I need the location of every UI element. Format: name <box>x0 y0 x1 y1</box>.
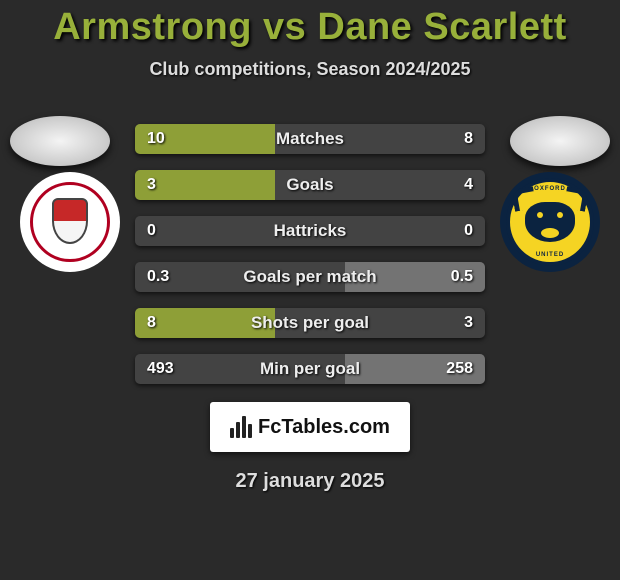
stat-row: 0.30.5Goals per match <box>135 262 485 292</box>
stat-row: 83Shots per goal <box>135 308 485 338</box>
stat-row: 108Matches <box>135 124 485 154</box>
stat-label: Goals <box>135 175 485 195</box>
player-right-name: Dane Scarlett <box>317 6 566 48</box>
stat-row: 34Goals <box>135 170 485 200</box>
brand-label: FcTables.com <box>258 416 390 439</box>
vs-separator: vs <box>263 6 306 48</box>
stat-label: Min per goal <box>135 359 485 379</box>
bar-chart-icon <box>230 416 252 438</box>
stat-label: Goals per match <box>135 267 485 287</box>
player-right-avatar <box>510 116 610 166</box>
stat-row: 00Hattricks <box>135 216 485 246</box>
fctables-badge: FcTables.com <box>210 402 410 452</box>
stat-label: Hattricks <box>135 221 485 241</box>
bristol-city-icon <box>30 182 110 262</box>
player-left-avatar <box>10 116 110 166</box>
infographic-container: Armstrong vs Dane Scarlett Club competit… <box>0 0 620 580</box>
stat-row: 493258Min per goal <box>135 354 485 384</box>
date-label: 27 january 2025 <box>0 470 620 493</box>
club-crest-left <box>20 172 120 272</box>
stats-column: 108Matches 34Goals 00Hattricks 0.30.5Goals … <box>135 124 485 400</box>
season-subtitle: Club competitions, Season 2024/2025 <box>0 59 620 80</box>
player-left-name: Armstrong <box>53 6 252 48</box>
comparison-title: Armstrong vs Dane Scarlett <box>0 6 620 49</box>
stat-label: Shots per goal <box>135 313 485 333</box>
club-crest-right: OXFORD UNITED <box>500 172 600 272</box>
oxford-united-icon: OXFORD UNITED <box>506 178 594 266</box>
stat-label: Matches <box>135 129 485 149</box>
